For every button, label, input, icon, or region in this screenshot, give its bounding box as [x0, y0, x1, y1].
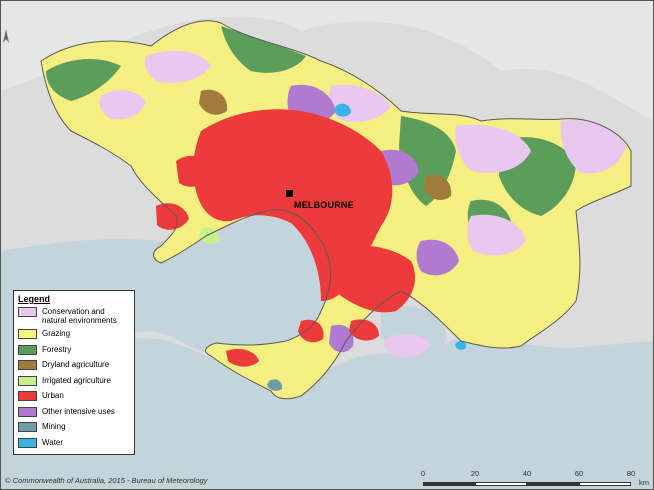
dryland-north: [199, 89, 228, 115]
legend-swatch: [18, 360, 37, 370]
bass-strait: [1, 331, 653, 489]
legend-swatch: [18, 329, 37, 339]
legend-item: Mining: [18, 422, 130, 438]
legend-item: Other intensive uses: [18, 406, 130, 423]
legend-label: Urban: [42, 391, 64, 400]
legend: Legend Conservation and natural environm…: [13, 290, 135, 455]
copyright-notice: © Commonwealth of Australia, 2015 - Bure…: [5, 476, 208, 485]
forestry-north: [221, 26, 306, 73]
mining-area: [267, 379, 283, 391]
conservation-east: [455, 124, 531, 173]
conservation-north: [144, 50, 211, 83]
legend-item: Water: [18, 437, 130, 454]
conservation-phillip-island: [384, 334, 431, 358]
urban-north-west: [176, 155, 211, 187]
conservation-far-east: [560, 119, 626, 174]
conservation-south-east: [467, 214, 526, 256]
terrain-shade: [1, 1, 653, 121]
scale-tick-label: 40: [522, 469, 532, 478]
forestry-north-west: [46, 59, 121, 101]
intensive-south-east: [416, 239, 459, 276]
legend-item: Forestry: [18, 344, 130, 361]
legend-title: Legend: [18, 294, 51, 304]
legend-label: Irrigated agriculture: [42, 375, 111, 385]
legend-item: Irrigated agriculture: [18, 375, 130, 392]
scale-unit: km: [639, 478, 649, 487]
urban-south: [349, 319, 379, 341]
legend-swatch: [18, 344, 37, 355]
legend-item: Urban: [18, 391, 130, 407]
legend-label: Forestry: [42, 344, 72, 354]
legend-swatch: [18, 375, 37, 386]
legend-label: Conservation and natural environments: [42, 307, 117, 325]
melbourne-marker: [286, 190, 293, 197]
legend-swatch: [18, 437, 37, 448]
dryland-east: [424, 174, 452, 200]
legend-swatch: [18, 391, 37, 401]
scale-segment: [579, 482, 631, 486]
water-reservoir: [334, 103, 351, 117]
legend-label: Mining: [42, 422, 66, 431]
legend-item: Dryland agriculture: [18, 360, 130, 376]
legend-item: Conservation and natural environments: [18, 307, 130, 329]
scale-tick-label: 60: [574, 469, 584, 478]
scale-tick-label: 20: [470, 469, 480, 478]
intensive-peninsula: [329, 324, 354, 353]
urban-peninsula-east: [298, 319, 324, 343]
water-east: [455, 341, 467, 350]
legend-swatch: [18, 307, 37, 317]
legend-swatch: [18, 406, 37, 417]
legend-label: Other intensive uses: [42, 406, 115, 416]
urban-peninsula-west: [226, 349, 259, 367]
region-outline: [40, 20, 632, 400]
city-label: MELBOURNE: [294, 200, 354, 210]
scale-tick-label: 0: [420, 469, 426, 478]
scale-tick-label: 80: [626, 469, 636, 478]
legend-items: Conservation and natural environments Gra…: [18, 307, 130, 453]
legend-swatch: [18, 422, 37, 432]
scale-bar: 0 20 40 60 80 km: [421, 469, 651, 489]
legend-label: Grazing: [42, 329, 71, 338]
north-arrow-icon: [3, 29, 9, 43]
scale-segment: [423, 482, 475, 486]
scale-segment: [475, 482, 527, 486]
legend-label: Dryland agriculture: [42, 360, 110, 369]
urban-south-east: [329, 245, 416, 313]
legend-item: Grazing: [18, 329, 130, 345]
scale-segment: [527, 482, 579, 486]
urban-geelong: [156, 203, 189, 230]
conservation-north-west: [99, 89, 146, 120]
legend-label: Water: [42, 437, 64, 447]
